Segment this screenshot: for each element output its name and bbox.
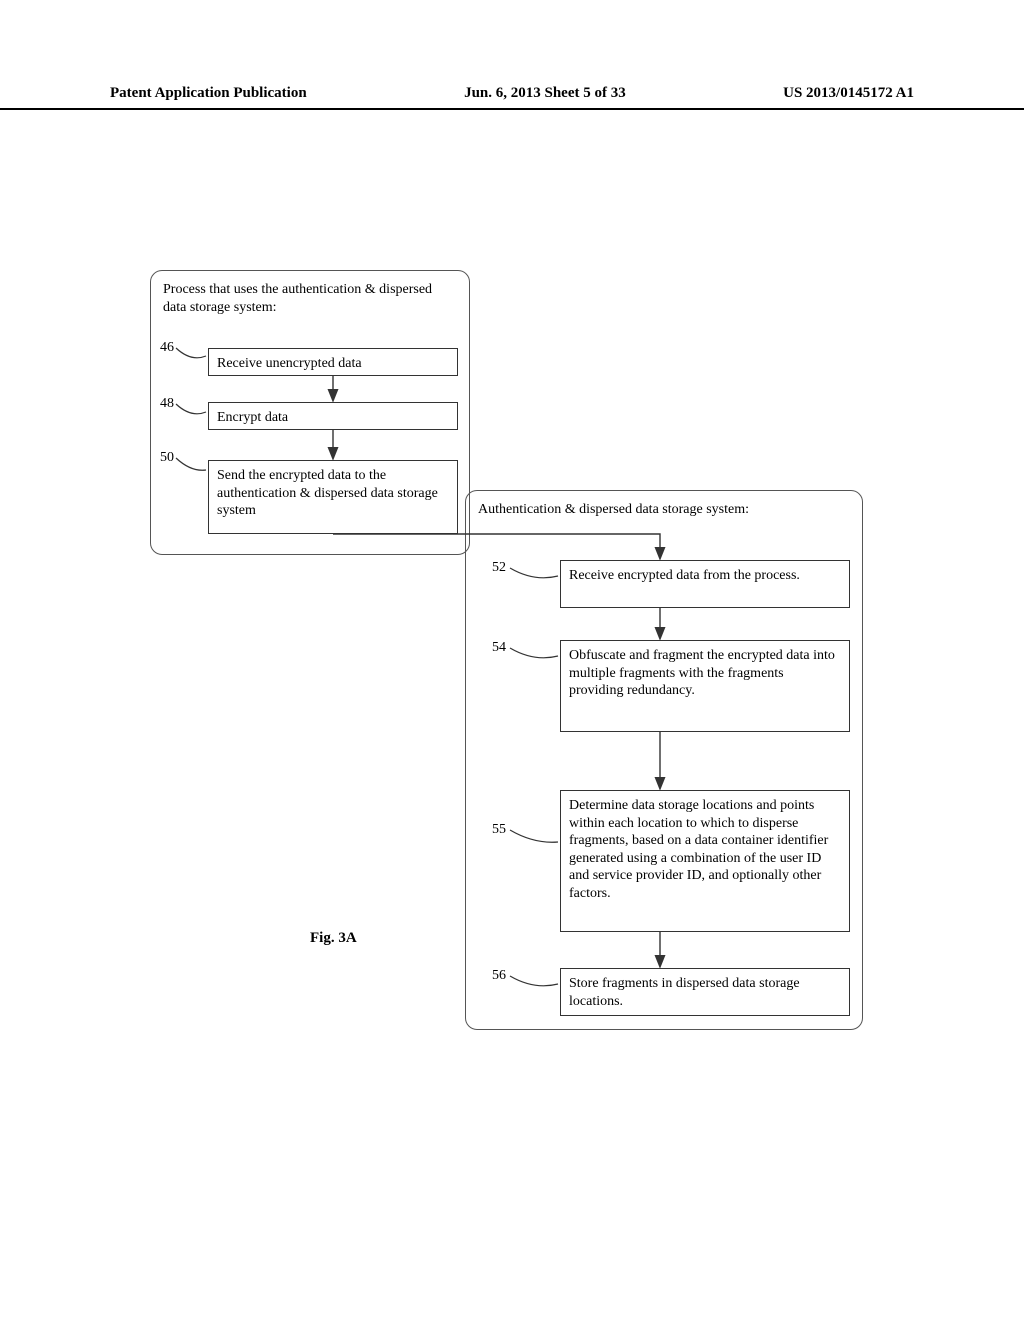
ref-54: 54 xyxy=(492,640,506,656)
ref-55: 55 xyxy=(492,822,506,838)
header-right: US 2013/0145172 A1 xyxy=(783,85,914,102)
ref-46: 46 xyxy=(160,340,174,356)
page: Patent Application Publication Jun. 6, 2… xyxy=(0,0,1024,1320)
step-determine-locations: Determine data storage locations and poi… xyxy=(560,790,850,932)
ref-56: 56 xyxy=(492,968,506,984)
step-store-fragments: Store fragments in dispersed data storag… xyxy=(560,968,850,1016)
header-left: Patent Application Publication xyxy=(110,85,307,102)
ref-48: 48 xyxy=(160,396,174,412)
figure-label: Fig. 3A xyxy=(310,930,357,947)
header-center: Jun. 6, 2013 Sheet 5 of 33 xyxy=(464,85,626,102)
panel-process-title: Process that uses the authentication & d… xyxy=(163,281,457,316)
step-receive-encrypted: Receive encrypted data from the process. xyxy=(560,560,850,608)
page-header: Patent Application Publication Jun. 6, 2… xyxy=(0,85,1024,110)
step-encrypt: Encrypt data xyxy=(208,402,458,430)
step-obfuscate-fragment: Obfuscate and fragment the encrypted dat… xyxy=(560,640,850,732)
panel-auth-title: Authentication & dispersed data storage … xyxy=(478,501,850,519)
ref-52: 52 xyxy=(492,560,506,576)
step-receive-unencrypted: Receive unencrypted data xyxy=(208,348,458,376)
ref-50: 50 xyxy=(160,450,174,466)
step-send-encrypted: Send the encrypted data to the authentic… xyxy=(208,460,458,534)
